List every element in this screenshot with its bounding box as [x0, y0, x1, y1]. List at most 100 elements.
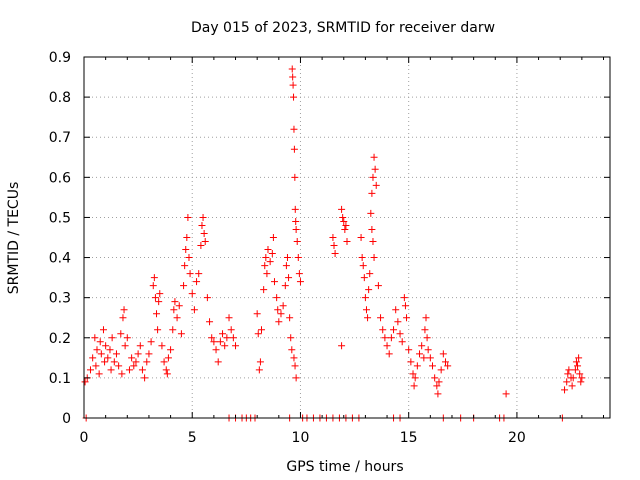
data-point — [182, 246, 190, 254]
data-point — [199, 213, 207, 221]
data-point — [292, 225, 300, 233]
data-point — [571, 366, 579, 374]
data-point — [261, 262, 269, 270]
data-point — [287, 334, 295, 342]
data-point — [184, 213, 192, 221]
data-point — [576, 370, 584, 378]
data-point — [433, 382, 441, 390]
data-point — [574, 362, 582, 370]
data-point — [295, 270, 303, 278]
data-point — [107, 366, 115, 374]
data-point — [117, 330, 125, 338]
data-point — [370, 153, 378, 161]
data-point — [371, 165, 379, 173]
data-point — [418, 342, 426, 350]
y-tick-labels: 0 0.1 0.2 0.3 0.4 0.5 0.6 0.7 0.8 0.9 — [49, 50, 71, 427]
x-axis-title: GPS time / hours — [286, 459, 403, 475]
data-point — [106, 346, 114, 354]
data-point — [577, 378, 585, 386]
data-point — [177, 330, 185, 338]
x-tick-label: 15 — [400, 430, 418, 446]
data-point — [260, 286, 268, 294]
data-point — [255, 366, 263, 374]
data-point — [268, 250, 276, 258]
data-point — [437, 366, 445, 374]
data-point — [120, 306, 128, 314]
x-tick-labels: 0 5 10 15 20 — [80, 430, 526, 446]
data-point — [358, 254, 366, 262]
data-point — [203, 294, 211, 302]
data-point — [275, 318, 283, 326]
data-point — [164, 354, 172, 362]
y-tick-label: 0.5 — [49, 210, 71, 226]
data-point — [361, 294, 369, 302]
y-axis-title: SRMTID / TECUs — [6, 182, 22, 295]
data-point — [163, 370, 171, 378]
data-point — [143, 358, 151, 366]
data-point — [341, 225, 349, 233]
data-point — [96, 338, 104, 346]
data-point — [288, 346, 296, 354]
data-point — [331, 250, 339, 258]
data-point — [338, 342, 346, 350]
data-point — [190, 306, 198, 314]
data-point — [286, 314, 294, 322]
data-point — [208, 334, 216, 342]
data-point — [435, 378, 443, 386]
data-point — [125, 366, 133, 374]
data-point — [340, 217, 348, 225]
y-tick-label: 0.8 — [49, 90, 71, 106]
data-point — [232, 342, 240, 350]
data-point — [97, 350, 105, 358]
data-point — [424, 346, 432, 354]
data-point — [274, 306, 282, 314]
data-point — [291, 362, 299, 370]
data-point — [89, 354, 97, 362]
data-point — [564, 370, 572, 378]
data-point — [364, 314, 372, 322]
data-point — [197, 242, 205, 250]
data-point — [426, 354, 434, 362]
data-point — [188, 290, 196, 298]
data-point — [429, 362, 437, 370]
data-point — [134, 350, 142, 358]
data-point — [141, 374, 149, 382]
data-point — [381, 334, 389, 342]
data-point — [257, 326, 265, 334]
data-point — [502, 390, 510, 398]
data-point — [110, 358, 118, 366]
data-point — [254, 330, 262, 338]
data-point — [369, 173, 377, 181]
y-tick-label: 0.2 — [49, 331, 71, 347]
data-point — [365, 286, 373, 294]
data-point — [216, 338, 224, 346]
data-point — [338, 205, 346, 213]
data-point — [359, 262, 367, 270]
data-point — [200, 229, 208, 237]
data-point — [186, 270, 194, 278]
data-point — [92, 362, 100, 370]
data-point — [263, 270, 271, 278]
data-point — [147, 338, 155, 346]
data-points — [81, 65, 586, 422]
data-point — [569, 374, 577, 382]
data-point — [151, 294, 159, 302]
data-point — [390, 326, 398, 334]
data-point — [329, 234, 337, 241]
data-point — [212, 346, 220, 354]
grid — [84, 57, 610, 418]
data-point — [256, 358, 264, 366]
data-point — [266, 258, 274, 266]
data-point — [369, 238, 377, 246]
data-point — [563, 378, 571, 386]
data-point — [112, 350, 120, 358]
data-point — [270, 278, 278, 286]
data-point — [407, 358, 415, 366]
y-tick-label: 0.1 — [49, 371, 71, 387]
data-point — [360, 274, 368, 282]
data-point — [290, 125, 298, 133]
data-point — [572, 358, 580, 366]
y-tick-label: 0.3 — [49, 291, 71, 307]
data-point — [281, 282, 289, 290]
